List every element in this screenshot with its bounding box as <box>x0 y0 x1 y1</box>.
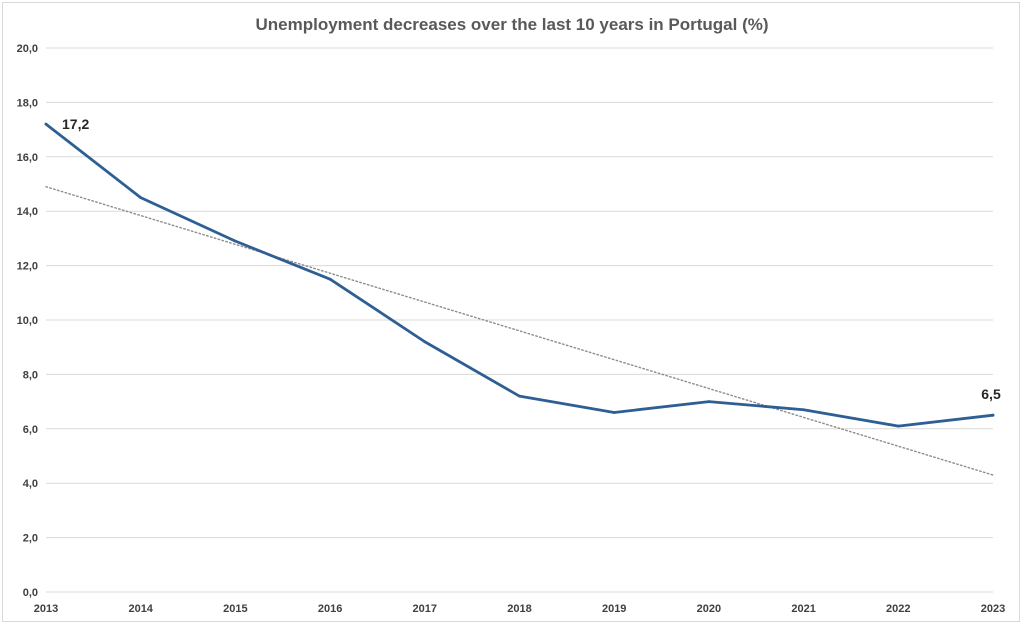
y-tick-label: 8,0 <box>23 369 38 381</box>
x-tick-label: 2018 <box>507 603 531 615</box>
y-tick-label: 14,0 <box>17 206 38 218</box>
y-tick-label: 16,0 <box>17 152 38 164</box>
x-axis-ticks: 2013 2014 2015 2016 2017 2018 2019 2020 2021 2022… <box>34 603 1005 615</box>
x-tick-label: 2013 <box>34 603 58 615</box>
data-point <box>328 277 332 281</box>
y-tick-label: 10,0 <box>17 315 38 327</box>
x-tick-label: 2022 <box>886 603 910 615</box>
series-layer <box>44 122 995 428</box>
data-label: 6,5 <box>981 386 1001 402</box>
data-point <box>991 413 995 417</box>
x-tick-label: 2023 <box>981 603 1005 615</box>
x-tick-label: 2019 <box>602 603 626 615</box>
y-tick-label: 6,0 <box>23 424 38 436</box>
data-point <box>707 400 711 403</box>
data-labels: 17,2 6,5 <box>62 116 1001 402</box>
data-point <box>139 196 143 200</box>
data-point <box>423 340 427 344</box>
x-tick-label: 2020 <box>697 603 721 615</box>
data-point <box>518 394 521 398</box>
x-tick-label: 2021 <box>791 603 815 615</box>
x-tick-label: 2016 <box>318 603 342 615</box>
x-tick-label: 2017 <box>413 603 437 615</box>
data-label: 17,2 <box>62 116 89 132</box>
line-chart: Unemployment decreases over the last 10 … <box>17 15 1006 615</box>
y-tick-label: 12,0 <box>17 261 38 273</box>
x-tick-label: 2015 <box>223 603 247 615</box>
data-point <box>612 411 616 414</box>
data-point <box>896 424 900 428</box>
chart-title: Unemployment decreases over the last 10 … <box>255 15 768 34</box>
y-tick-label: 18,0 <box>17 97 38 109</box>
y-tick-label: 2,0 <box>23 533 38 545</box>
y-tick-label: 4,0 <box>23 478 38 490</box>
gridlines <box>46 47 993 593</box>
data-point <box>234 239 237 243</box>
data-point <box>802 408 805 412</box>
series-line <box>44 122 995 428</box>
y-axis-ticks: 0,0 2,0 4,0 6,0 8,0 10,0 12,0 14,0 16,0 18,0 20,0 <box>17 43 38 599</box>
y-tick-label: 20,0 <box>17 43 38 55</box>
trendline-layer <box>45 186 994 476</box>
y-tick-label: 0,0 <box>23 587 38 599</box>
trendline <box>45 186 994 476</box>
x-tick-label: 2014 <box>128 603 153 615</box>
data-point <box>44 122 48 126</box>
